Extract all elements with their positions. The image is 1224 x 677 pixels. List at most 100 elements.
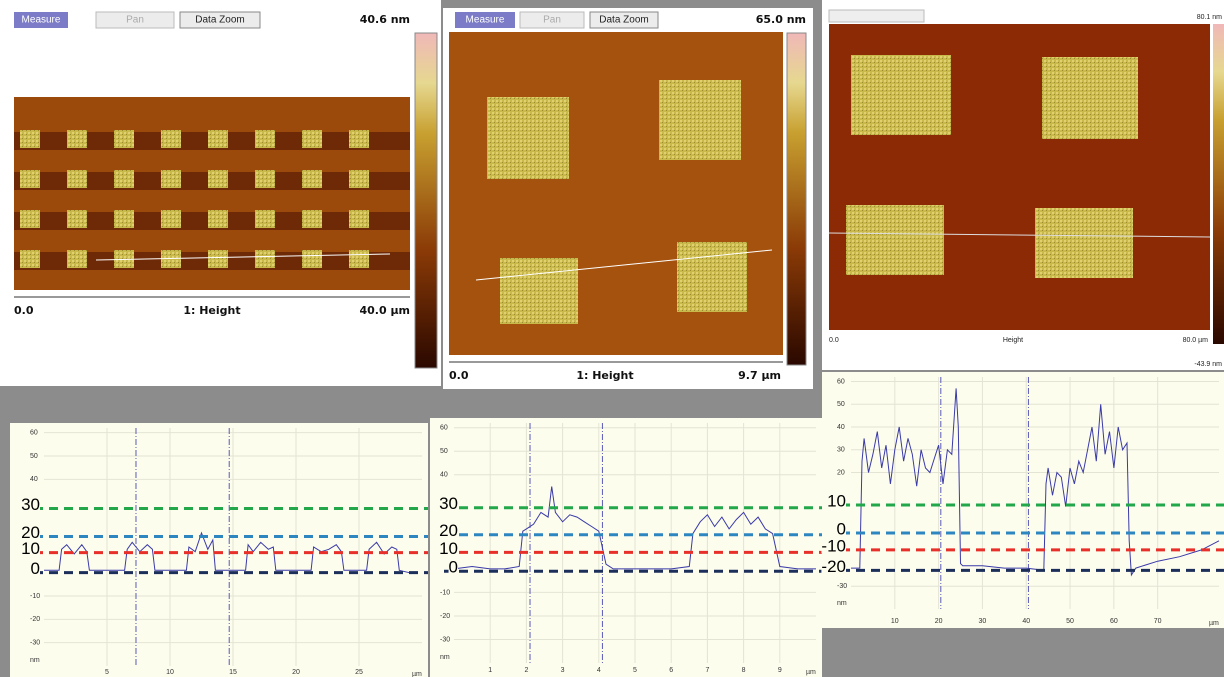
x-tick-label: 2	[524, 667, 528, 674]
square	[677, 242, 747, 312]
level-label: -20	[821, 557, 846, 576]
square	[255, 130, 275, 148]
button[interactable]	[519, 11, 585, 29]
label-bg	[21, 496, 40, 512]
label-bg	[821, 558, 846, 574]
section-line	[95, 253, 391, 261]
x-tick-label: 8	[742, 667, 746, 674]
x-tick-label: 15	[229, 669, 237, 676]
x-start: 0.0	[449, 369, 469, 382]
section-line	[828, 232, 1211, 238]
plot-panel	[822, 372, 1224, 628]
square	[255, 210, 275, 228]
level-label: 10	[21, 539, 40, 558]
profile-line	[44, 531, 410, 574]
label-bg	[439, 496, 458, 512]
square	[20, 170, 40, 188]
x-tick-label: 20	[935, 618, 943, 625]
square	[208, 130, 228, 148]
label-bg	[439, 540, 458, 556]
level-label: 10	[439, 539, 458, 558]
x-tick-label: 20	[292, 669, 300, 676]
square	[302, 170, 322, 188]
label-bg	[448, 559, 458, 575]
button[interactable]	[455, 12, 515, 28]
scale-max: 65.0 nm	[756, 13, 806, 26]
square	[67, 130, 87, 148]
channel: 1: Height	[576, 369, 633, 382]
x-tick-label: 4	[597, 667, 601, 674]
square	[255, 170, 275, 188]
level-label: 30	[21, 495, 40, 514]
square	[208, 210, 228, 228]
square	[1035, 208, 1133, 278]
color-bar	[1213, 24, 1224, 344]
plot-panel	[10, 423, 428, 677]
color-bar	[786, 32, 807, 366]
x-unit: µm	[806, 669, 816, 676]
y-tick-label: 60	[440, 425, 448, 432]
level-label: 20	[21, 523, 40, 542]
x-tick-label: 6	[669, 667, 673, 674]
button[interactable]	[14, 12, 68, 28]
y-tick-label: 40	[30, 476, 38, 483]
x-unit: µm	[412, 671, 422, 677]
square	[349, 250, 369, 268]
square	[67, 250, 87, 268]
y-unit: nm	[837, 600, 847, 607]
scale-max: 40.6 nm	[360, 13, 410, 26]
y-tick-label: -10	[440, 589, 450, 596]
y-tick-label: 50	[30, 453, 38, 460]
label-bg	[30, 561, 40, 577]
y-unit: nm	[30, 657, 40, 664]
button[interactable]	[589, 11, 659, 29]
afm-features	[14, 130, 410, 270]
square	[851, 55, 951, 135]
x-start: 0.0	[14, 304, 34, 317]
x-tick-label: 60	[1110, 618, 1118, 625]
y-unit: nm	[440, 654, 450, 661]
y-tick-label: 40	[440, 472, 448, 479]
y-tick-label: 60	[30, 430, 38, 437]
x-tick-label: 9	[778, 667, 782, 674]
y-tick-label: 50	[837, 401, 845, 408]
square	[846, 205, 944, 275]
square	[349, 210, 369, 228]
x-tick-label: 25	[355, 669, 363, 676]
x-tick-label: 10	[891, 618, 899, 625]
button[interactable]	[95, 11, 175, 29]
square	[114, 170, 134, 188]
x-tick-label: 7	[705, 667, 709, 674]
level-label: 20	[439, 521, 458, 540]
icon-toolbar[interactable]	[828, 9, 925, 23]
x-tick-label: 50	[1066, 618, 1074, 625]
level-label: 30	[439, 494, 458, 513]
square	[487, 97, 569, 179]
button-label: Pan	[543, 15, 561, 26]
y-tick-label: 50	[440, 448, 448, 455]
square	[349, 130, 369, 148]
square	[67, 210, 87, 228]
plot-panel	[430, 418, 822, 677]
profile-line	[851, 388, 1220, 577]
x-end: 9.7 µm	[738, 369, 781, 382]
x-tick-label: 30	[979, 618, 987, 625]
square	[302, 210, 322, 228]
square	[67, 170, 87, 188]
square	[302, 130, 322, 148]
square	[161, 250, 181, 268]
level-label: 10	[827, 492, 846, 511]
section-line	[475, 249, 773, 281]
square	[500, 258, 578, 324]
square	[20, 130, 40, 148]
square	[1042, 57, 1138, 139]
y-tick-label: -30	[30, 640, 40, 647]
y-tick-label: -10	[30, 593, 40, 600]
square	[349, 170, 369, 188]
y-tick-label: -30	[440, 636, 450, 643]
x-tick-label: 5	[633, 667, 637, 674]
button[interactable]	[179, 11, 261, 29]
channel: Height	[1003, 337, 1023, 344]
square	[659, 80, 741, 160]
